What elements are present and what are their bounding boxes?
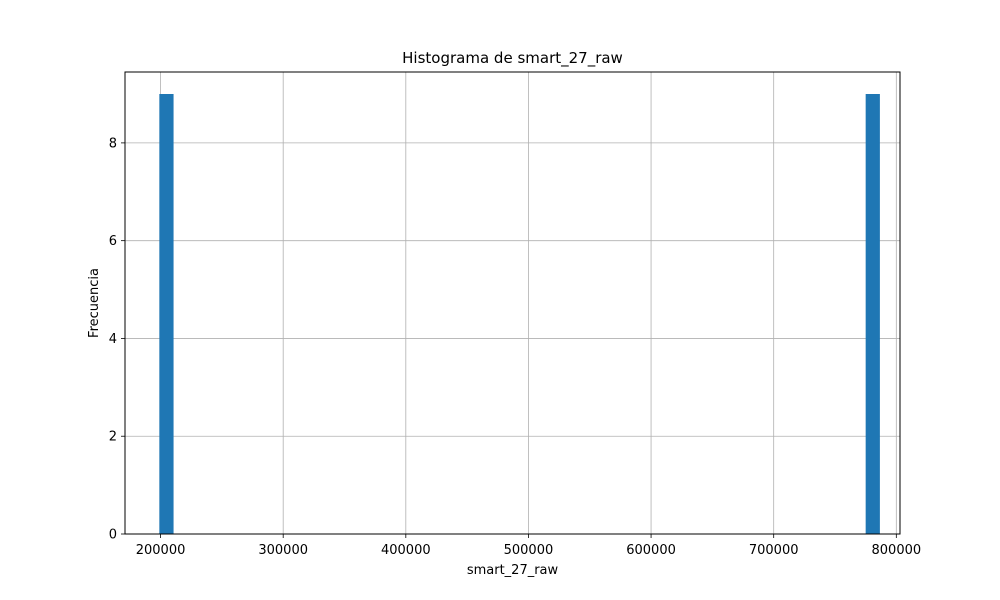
x-tick-label: 700000: [749, 543, 799, 558]
x-tick-label: 800000: [872, 543, 922, 558]
y-tick-label: 6: [109, 234, 117, 249]
x-tick-label: 500000: [504, 543, 554, 558]
x-tick-label: 400000: [381, 543, 431, 558]
x-axis-ticks: 200000 300000 400000 500000 600000 700000 8000…: [136, 534, 921, 558]
y-tick-label: 2: [109, 430, 117, 445]
x-axis-label: smart_27_raw: [467, 563, 559, 578]
y-axis-label: Frecuencia: [87, 268, 102, 338]
x-tick-label: 600000: [626, 543, 676, 558]
plot-frame: [124, 71, 901, 535]
y-tick-label: 0: [109, 528, 117, 543]
y-axis-ticks: 0 2 4 6 8: [109, 136, 125, 543]
x-tick-label: 300000: [258, 543, 308, 558]
bars: [159, 94, 880, 534]
grid-lines: [125, 72, 900, 535]
y-tick-label: 4: [109, 332, 117, 347]
x-tick-label: 200000: [136, 543, 186, 558]
plot-background: [125, 72, 900, 534]
y-tick-label: 8: [109, 136, 117, 151]
histogram-bar: [865, 94, 880, 534]
chart-title: Histograma de smart_27_raw: [402, 49, 623, 68]
histogram-bar: [159, 94, 174, 534]
